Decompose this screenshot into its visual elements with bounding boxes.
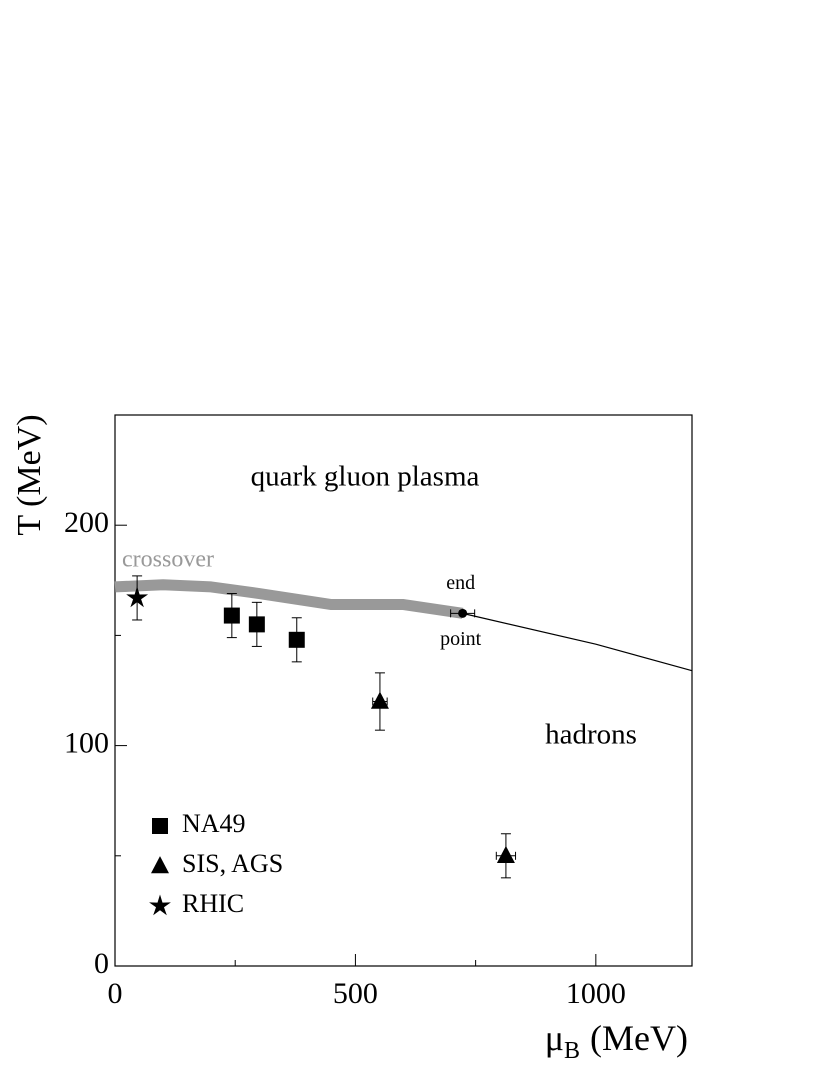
annotation: quark gluon plasma [251,461,480,493]
x-axis-unit: (MeV) [590,1018,688,1058]
y-tick-label: 0 [94,947,109,980]
marker-square [288,631,305,648]
marker-triangle [496,845,515,863]
plot-frame [114,414,693,967]
legend-marker [152,818,168,834]
marker-star [126,586,149,608]
legend-marker [151,856,169,874]
marker-triangle [370,691,389,709]
legend-label: NA49 [182,809,246,838]
annotation: hadrons [545,718,637,750]
transition-line [462,612,693,672]
crossover-label: crossover [122,547,214,573]
y-tick-label: 200 [64,506,109,539]
marker-square [223,607,240,624]
x-axis-symbol: μ [545,1018,564,1058]
legend-label: SIS, AGS [182,849,283,878]
endpoint-label: point [440,628,482,650]
legend-marker [149,894,171,916]
crossover-band [114,579,464,619]
endpoint [458,608,468,618]
y-tick-label: 100 [64,726,109,759]
x-tick-label: 0 [108,977,123,1010]
legend-label: RHIC [182,889,244,918]
x-axis-label: μB (MeV) [545,1018,688,1063]
marker-square [248,616,265,633]
endpoint-label: end [446,572,475,594]
x-tick-label: 1000 [566,977,626,1010]
x-axis-subscript: B [564,1038,580,1064]
y-axis-label: T (MeV) [11,414,48,535]
x-tick-label: 500 [333,977,378,1010]
